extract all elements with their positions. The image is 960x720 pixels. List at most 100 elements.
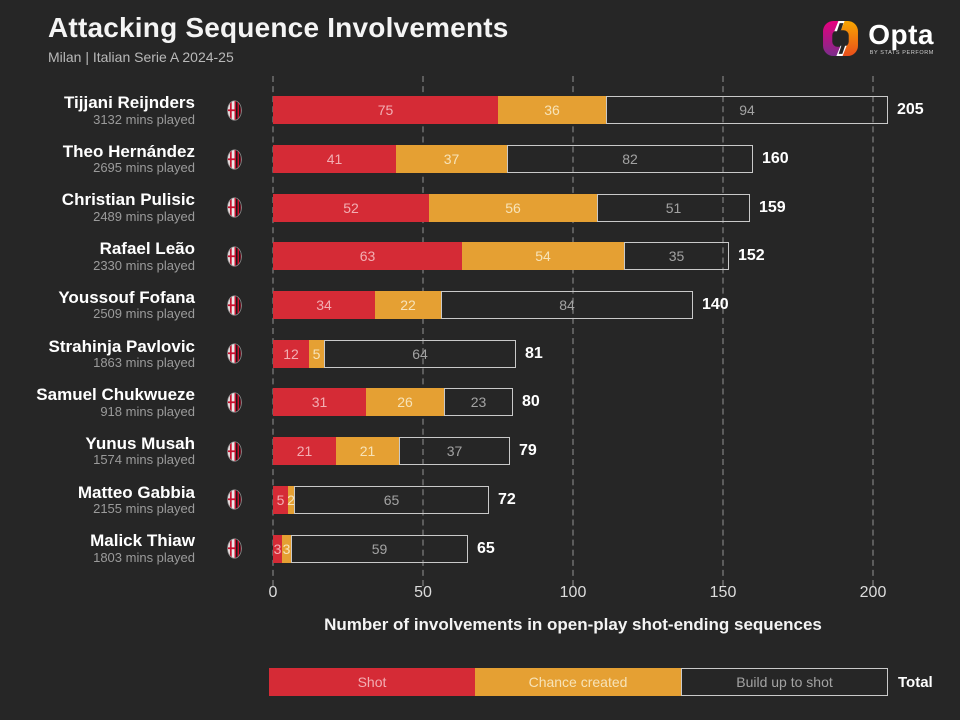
bar-cell: 3 3 59 65 [273,534,960,563]
opta-wordmark: Opta [868,18,934,50]
shot-value: 3 [273,540,282,557]
build-up-value: 82 [622,151,638,168]
player-info: Youssouf Fofana 2509 mins played [0,288,195,322]
stacked-bar: 52 56 51 159 [273,193,960,222]
shot-value: 52 [343,199,359,216]
opta-logo-icon [823,21,859,56]
shot-value: 5 [276,491,285,508]
build-up-value: 65 [383,491,400,508]
player-name: Matteo Gabbia [77,482,195,502]
player-minutes: 2509 mins played [93,306,195,322]
legend-shot: Shot [269,668,475,696]
build-up-value: 23 [470,394,487,411]
build-up-value: 35 [668,248,685,265]
player-info: Yunus Musah 1574 mins played [0,434,195,468]
total-value: 81 [525,344,543,362]
chance-created-segment: 21 [336,437,399,466]
shot-segment: 75 [273,96,498,125]
player-row: Matteo Gabbia 2155 mins played [0,476,960,525]
player-name: Tijjani Reijnders [63,93,195,113]
build-up-segment: 59 [291,534,468,563]
opta-byline: by STATS PERFORM [869,49,934,56]
x-axis-title: Number of involvements in open-play shot… [324,615,822,634]
build-up-value: 37 [446,443,463,460]
player-minutes: 3132 mins played [93,111,195,127]
player-info: Samuel Chukwueze 918 mins played [0,385,195,419]
chance-created-value: 3 [282,540,291,557]
build-up-value: 59 [371,540,388,557]
club-badge-cell [195,246,273,267]
x-tick-label: 0 [268,584,278,601]
total-value: 72 [498,490,516,508]
shot-segment: 34 [273,291,375,320]
opta-brand-text: Opta by STATS PERFORM [868,18,934,57]
legend-chance-created: Chance created [475,668,681,696]
chance-created-segment: 56 [429,193,597,222]
club-badge-cell [195,441,273,462]
player-name: Christian Pulisic [61,190,195,210]
player-minutes: 918 mins played [100,403,195,419]
build-up-segment: 82 [507,145,753,174]
player-minutes: 2155 mins played [93,501,195,517]
player-minutes: 2489 mins played [93,209,195,225]
bar-cell: 21 21 37 79 [273,437,960,466]
player-row: Yunus Musah 1574 mins played [0,427,960,476]
player-name: Samuel Chukwueze [36,385,195,405]
stacked-bar: 31 26 23 80 [273,388,960,417]
build-up-value: 64 [412,345,428,362]
club-badge-cell [195,100,273,121]
player-row: Theo Hernández 2695 mins played [0,135,960,184]
stacked-bar: 75 36 94 205 [273,96,960,125]
shot-segment: 31 [273,388,366,417]
shot-value: 34 [316,297,332,314]
bar-cell: 63 54 35 152 [273,242,960,271]
player-info: Theo Hernández 2695 mins played [0,142,195,176]
chance-created-segment: 54 [462,242,624,271]
x-tick-label: 100 [559,584,587,601]
build-up-segment: 84 [441,291,693,320]
chance-created-segment: 36 [498,96,606,125]
player-rows: Tijjani Reijnders 3132 mins played [0,86,960,573]
player-info: Rafael Leão 2330 mins played [0,239,195,273]
chance-created-value: 26 [397,394,413,411]
legend-total: Total [898,673,933,691]
club-badge-cell [195,197,273,218]
player-name: Strahinja Pavlovic [48,336,195,356]
player-minutes: 1803 mins played [93,549,195,565]
shot-value: 41 [326,151,343,168]
stacked-bar: 21 21 37 79 [273,437,960,466]
shot-value: 63 [359,248,376,265]
player-name: Malick Thiaw [90,531,195,551]
build-up-value: 84 [559,297,575,314]
stacked-bar: 3 3 59 65 [273,534,960,563]
club-badge-cell [195,538,273,559]
build-up-segment: 65 [294,485,489,514]
chance-created-value: 54 [535,248,551,265]
legend-build-up: Build up to shot [681,668,888,696]
club-badge-cell [195,148,273,170]
build-up-segment: 35 [624,242,729,271]
shot-segment: 63 [273,242,462,271]
player-info: Malick Thiaw 1803 mins played [0,531,195,565]
shot-segment: 3 [273,534,282,563]
chance-created-segment: 5 [309,339,324,368]
ac-milan-badge-icon [226,343,242,364]
chance-created-value: 37 [443,151,460,168]
player-minutes: 1574 mins played [93,452,195,468]
legend: Shot Chance created Build up to shot Tot… [269,668,933,696]
chance-created-segment: 22 [375,291,441,320]
stacked-bar: 5 2 65 72 [273,485,960,514]
total-value: 159 [759,198,786,216]
shot-segment: 41 [273,145,396,174]
ac-milan-badge-icon [226,197,242,218]
player-info: Christian Pulisic 2489 mins played [0,190,195,224]
shot-segment: 52 [273,193,429,222]
player-row: Youssouf Fofana 2509 mins played [0,281,960,330]
chance-created-value: 21 [359,443,376,460]
player-name: Theo Hernández [62,141,195,161]
stacked-bar: 41 37 82 160 [273,145,960,174]
shot-value: 21 [296,443,313,460]
build-up-segment: 51 [597,193,750,222]
ac-milan-badge-icon [226,148,242,170]
